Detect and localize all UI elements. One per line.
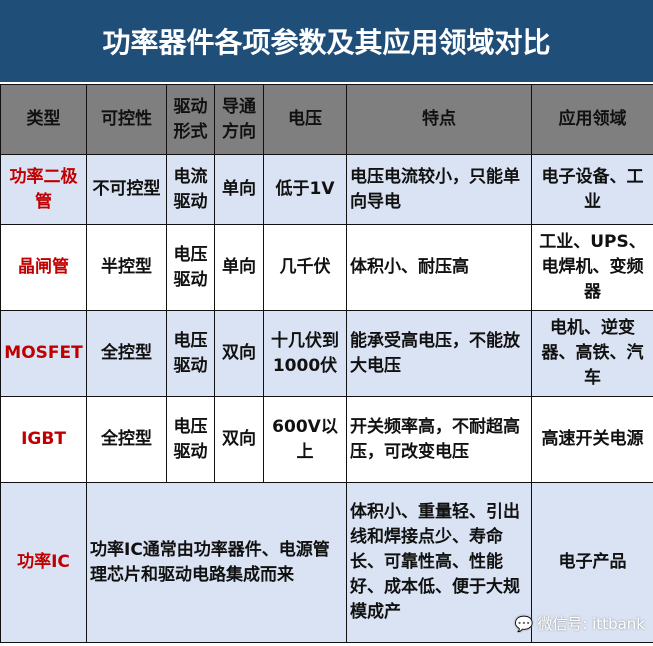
- cell-features: 体积小、耐压高: [346, 224, 532, 311]
- cell-control: 半控型: [86, 224, 167, 311]
- cell-application: 电机、逆变器、高铁、汽车: [531, 310, 653, 397]
- cell-description: 功率IC通常由功率器件、电源管理芯片和驱动电路集成而来: [86, 482, 347, 643]
- cell-features: 体积小、重量轻、引出线和焊接点少、寿命长、可靠性高、性能好、成本低、便于大规模成…: [346, 482, 532, 643]
- table-row: MOSFET 全控型 电压驱动 双向 十几伏到1000伏 能承受高电压，不能放大…: [0, 310, 653, 397]
- cell-application: 电子设备、工业: [531, 154, 653, 225]
- cell-type: IGBT: [0, 396, 87, 483]
- header-application: 应用领域: [531, 84, 653, 155]
- table-row: IGBT 全控型 电压驱动 双向 600V以上 开关频率高，不耐超高压，可改变电…: [0, 396, 653, 483]
- cell-control: 全控型: [86, 310, 167, 397]
- header-direction: 导通方向: [214, 84, 264, 155]
- header-type: 类型: [0, 84, 87, 155]
- header-voltage: 电压: [263, 84, 347, 155]
- header-control: 可控性: [86, 84, 167, 155]
- cell-application: 工业、UPS、电焊机、变频器: [531, 224, 653, 311]
- cell-features: 能承受高电压，不能放大电压: [346, 310, 532, 397]
- table-row: 功率二极管 不可控型 电流驱动 单向 低于1V 电压电流较小，只能单向导电 电子…: [0, 154, 653, 225]
- cell-features: 开关频率高，不耐超高压，可改变电压: [346, 396, 532, 483]
- header-features: 特点: [346, 84, 532, 155]
- cell-type: 晶闸管: [0, 224, 87, 311]
- cell-drive: 电压驱动: [166, 310, 215, 397]
- cell-voltage: 十几伏到1000伏: [263, 310, 347, 397]
- cell-drive: 电压驱动: [166, 224, 215, 311]
- cell-direction: 双向: [214, 396, 264, 483]
- watermark-text: 微信号: ittbank: [537, 615, 645, 633]
- cell-type: MOSFET: [0, 310, 87, 397]
- table-row: 功率IC 功率IC通常由功率器件、电源管理芯片和驱动电路集成而来 体积小、重量轻…: [0, 482, 653, 643]
- cell-type: 功率二极管: [0, 154, 87, 225]
- page-title: 功率器件各项参数及其应用领域对比: [0, 0, 653, 82]
- cell-application: 高速开关电源: [531, 396, 653, 483]
- cell-control: 不可控型: [86, 154, 167, 225]
- header-drive: 驱动形式: [166, 84, 215, 155]
- watermark: 💬 微信号: ittbank: [515, 613, 645, 634]
- comparison-table: 类型 可控性 驱动形式 导通方向 电压 特点 应用领域 功率二极管 不可控型 电…: [0, 84, 653, 643]
- header-row: 类型 可控性 驱动形式 导通方向 电压 特点 应用领域: [0, 84, 653, 155]
- cell-direction: 双向: [214, 310, 264, 397]
- cell-features: 电压电流较小，只能单向导电: [346, 154, 532, 225]
- cell-voltage: 600V以上: [263, 396, 347, 483]
- cell-drive: 电流驱动: [166, 154, 215, 225]
- cell-control: 全控型: [86, 396, 167, 483]
- cell-voltage: 几千伏: [263, 224, 347, 311]
- cell-direction: 单向: [214, 154, 264, 225]
- cell-drive: 电压驱动: [166, 396, 215, 483]
- wechat-icon: 💬: [514, 614, 534, 633]
- table-row: 晶闸管 半控型 电压驱动 单向 几千伏 体积小、耐压高 工业、UPS、电焊机、变…: [0, 224, 653, 311]
- cell-direction: 单向: [214, 224, 264, 311]
- cell-voltage: 低于1V: [263, 154, 347, 225]
- cell-type: 功率IC: [0, 482, 87, 643]
